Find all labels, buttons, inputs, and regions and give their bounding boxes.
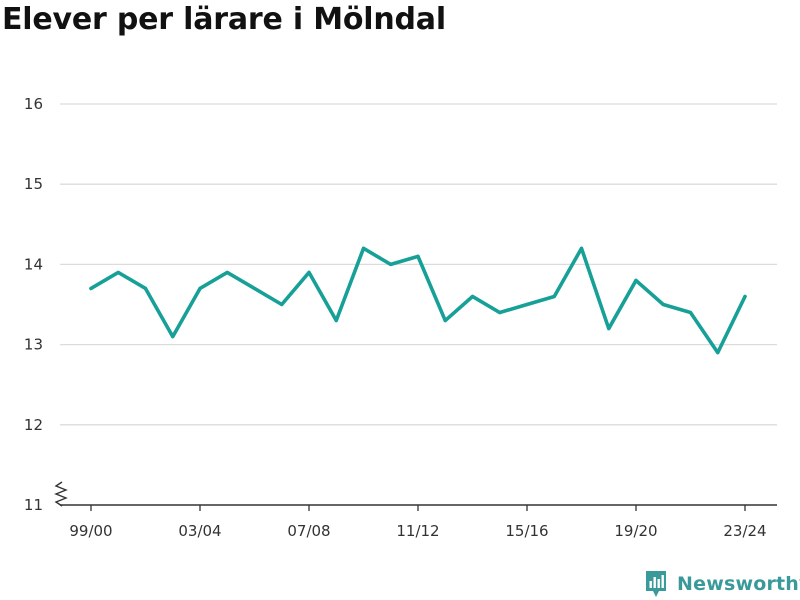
y-tick-label: 16 <box>24 95 43 113</box>
data-point <box>579 246 584 250</box>
series-layer <box>89 246 747 355</box>
x-axis: 99/00 03/04 07/08 11/12 15/16 19/20 23/24 <box>54 481 777 540</box>
data-point <box>552 294 556 299</box>
x-tick-label: 11/12 <box>396 522 439 540</box>
grid-lines <box>60 103 777 426</box>
data-point <box>389 262 393 266</box>
x-tick-label: 19/20 <box>614 522 657 540</box>
data-point <box>443 318 447 323</box>
data-point <box>171 334 175 339</box>
x-tick-label: 03/04 <box>178 522 221 540</box>
y-tick-label: 13 <box>24 336 43 354</box>
data-point <box>525 302 529 307</box>
data-point <box>225 270 229 275</box>
data-point <box>498 310 502 315</box>
data-point <box>743 294 747 299</box>
brand-name: Newsworthy <box>677 573 800 595</box>
data-point <box>634 278 638 283</box>
data-point <box>307 270 311 275</box>
y-tick-label: 15 <box>24 175 43 193</box>
y-tick-label: 14 <box>24 255 43 273</box>
data-point <box>334 318 338 323</box>
data-point <box>716 351 720 355</box>
data-point <box>116 270 120 275</box>
data-point <box>688 310 693 315</box>
data-point <box>361 246 366 250</box>
data-point <box>470 294 475 299</box>
y-tick-label: 12 <box>24 416 43 434</box>
data-point <box>198 286 202 291</box>
data-point <box>661 302 665 307</box>
data-point <box>143 286 148 291</box>
x-tick-label: 99/00 <box>69 522 112 540</box>
chart-title: Elever per lärare i Mölndal <box>2 2 446 37</box>
x-tick-label: 07/08 <box>287 522 330 540</box>
data-point <box>416 254 420 258</box>
newsworthy-logo-icon <box>646 571 666 597</box>
x-tick-label: 15/16 <box>505 522 548 540</box>
data-point <box>607 326 611 331</box>
data-point <box>89 286 93 291</box>
data-point <box>252 286 257 291</box>
axis-break-marker <box>54 481 68 507</box>
newsworthy-logo[interactable]: Newsworthy <box>644 570 800 598</box>
x-tick-label: 23/24 <box>723 522 766 540</box>
data-point <box>280 302 284 307</box>
y-axis-tick-labels: 11 12 13 14 15 16 <box>24 95 43 514</box>
y-tick-label: 11 <box>24 496 43 514</box>
